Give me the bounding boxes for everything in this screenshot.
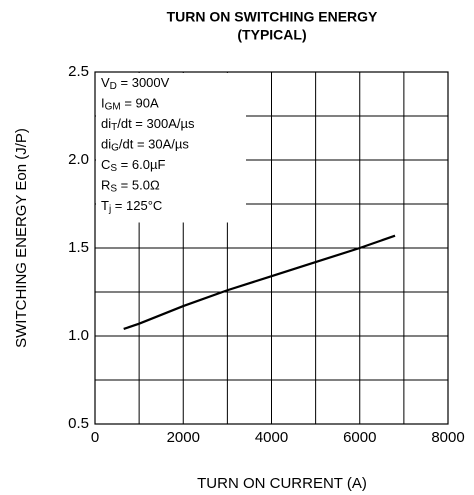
annotation-part: T xyxy=(111,122,117,133)
y-tick-label: 2.0 xyxy=(68,151,89,168)
y-tick-label: 1.5 xyxy=(68,239,89,256)
annotation-part: di xyxy=(101,137,111,152)
data-line xyxy=(123,234,396,331)
annotation-part: D xyxy=(110,81,117,92)
x-tick-label: 8000 xyxy=(431,429,464,446)
annotation: CS = 6.0µF xyxy=(101,157,165,173)
annotation-part: GM xyxy=(105,101,121,112)
annotation: Tj = 125°C xyxy=(101,198,162,214)
y-tick-label: 2.5 xyxy=(68,63,89,80)
annotation-part: = 5.0Ω xyxy=(117,178,160,193)
annotation-part: = 3000V xyxy=(117,75,170,90)
annotation: IGM = 90A xyxy=(101,96,159,112)
annotation-part: = 90A xyxy=(121,96,159,111)
annotation-part: = 6.0µF xyxy=(117,157,165,172)
annotation: diT/dt = 300A/µs xyxy=(101,116,195,132)
annotation: VD = 3000V xyxy=(101,75,170,91)
annotation-part: I xyxy=(101,96,105,111)
chart-title: TURN ON SWITCHING ENERGY xyxy=(167,9,378,25)
plot-frame xyxy=(94,71,449,425)
annotation: RS = 5.0Ω xyxy=(101,178,160,194)
annotation-part: C xyxy=(101,157,110,172)
annotation-part: T xyxy=(101,198,109,213)
annotation-part: R xyxy=(101,178,110,193)
annotation-part: di xyxy=(101,116,111,131)
x-tick-label: 2000 xyxy=(167,429,200,446)
x-tick-label: 4000 xyxy=(255,429,288,446)
annotation-part: S xyxy=(110,163,117,174)
y-tick-label: 1.0 xyxy=(68,327,89,344)
annotation-box xyxy=(96,73,246,223)
y-tick-label: 0.5 xyxy=(68,415,89,432)
x-tick-label: 6000 xyxy=(343,429,376,446)
y-axis-label: SWITCHING ENERGY Eon (J/P) xyxy=(13,128,30,348)
annotation-part: V xyxy=(101,75,110,90)
annotation-part: = 125°C xyxy=(111,198,162,213)
annotation-part: /dt = 300A/µs xyxy=(117,116,195,131)
annotation: diG/dt = 30A/µs xyxy=(101,137,189,153)
annotation-part: S xyxy=(110,183,117,194)
x-axis-label: TURN ON CURRENT (A) xyxy=(197,475,367,492)
annotation-part: /dt = 30A/µs xyxy=(119,137,190,152)
annotation-part: j xyxy=(108,204,111,215)
x-tick-label: 0 xyxy=(91,429,99,446)
annotation-part: G xyxy=(111,142,119,153)
chart-title: (TYPICAL) xyxy=(237,27,306,43)
